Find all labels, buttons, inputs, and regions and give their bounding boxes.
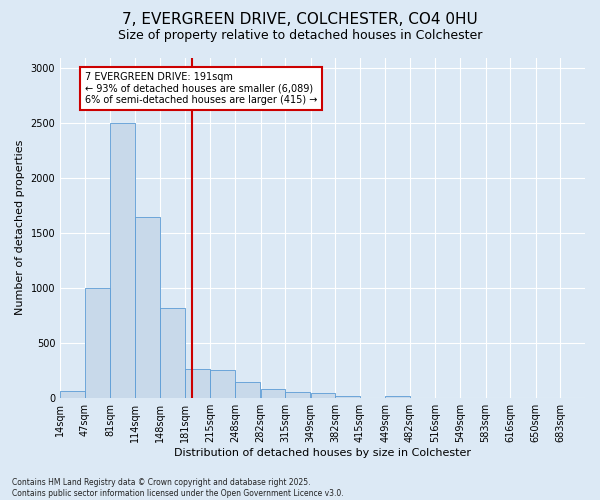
X-axis label: Distribution of detached houses by size in Colchester: Distribution of detached houses by size … <box>174 448 471 458</box>
Text: Contains HM Land Registry data © Crown copyright and database right 2025.
Contai: Contains HM Land Registry data © Crown c… <box>12 478 344 498</box>
Bar <box>60 391 85 398</box>
Bar <box>160 308 185 398</box>
Bar <box>235 382 260 398</box>
Text: 7, EVERGREEN DRIVE, COLCHESTER, CO4 0HU: 7, EVERGREEN DRIVE, COLCHESTER, CO4 0HU <box>122 12 478 28</box>
Bar <box>110 124 135 398</box>
Bar <box>260 390 285 398</box>
Y-axis label: Number of detached properties: Number of detached properties <box>15 140 25 316</box>
Bar <box>85 288 110 398</box>
Bar <box>385 396 410 398</box>
Bar <box>135 216 160 398</box>
Bar <box>311 393 335 398</box>
Bar <box>335 396 360 398</box>
Bar <box>285 392 310 398</box>
Bar <box>185 369 209 398</box>
Text: 7 EVERGREEN DRIVE: 191sqm
← 93% of detached houses are smaller (6,089)
6% of sem: 7 EVERGREEN DRIVE: 191sqm ← 93% of detac… <box>85 72 317 105</box>
Bar <box>211 370 235 398</box>
Text: Size of property relative to detached houses in Colchester: Size of property relative to detached ho… <box>118 29 482 42</box>
